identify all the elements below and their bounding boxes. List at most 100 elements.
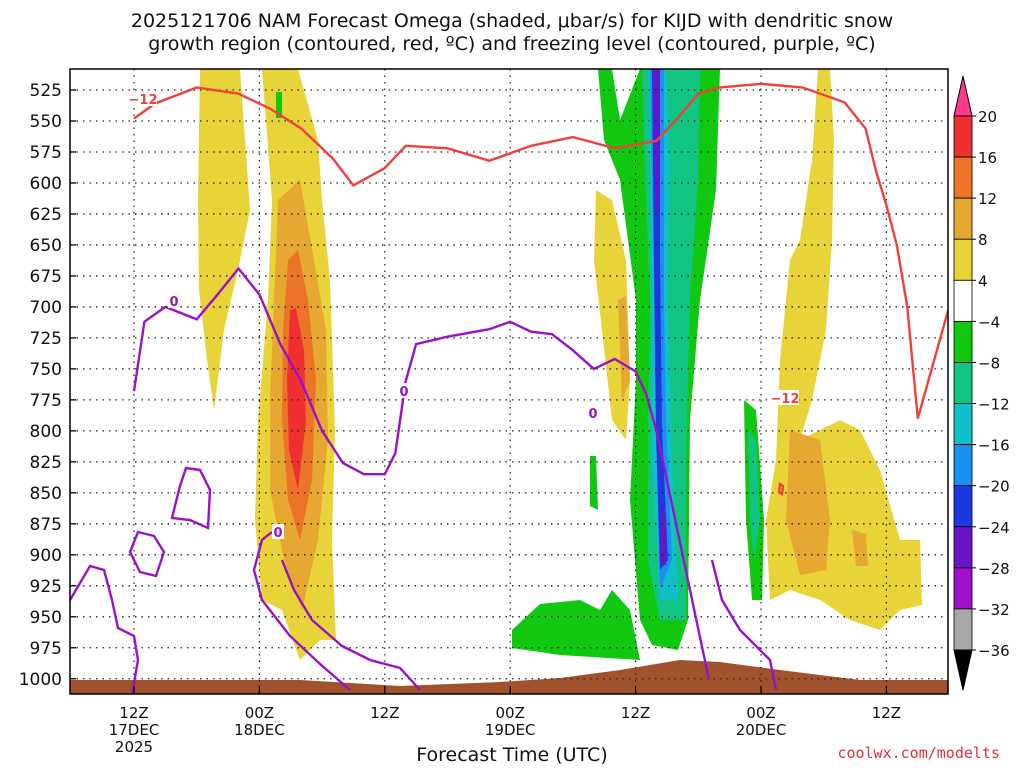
- y-tick-label-800: 800: [30, 422, 62, 442]
- omega-weak-band-left: [198, 69, 250, 410]
- colorbar-box-1: [953, 156, 973, 199]
- y-tick-label-675: 675: [30, 267, 62, 287]
- omega-shading: [198, 69, 922, 660]
- colorbar-box-4: [953, 279, 973, 322]
- contour-label-bg-purple-1: [398, 383, 410, 398]
- omega-descent-low-level: [512, 590, 640, 660]
- colorbar-box-12: [953, 608, 973, 651]
- y-tick-label-600: 600: [30, 174, 62, 194]
- chart-title-line1: 2025121706 NAM Forecast Omega (shaded, μ…: [130, 10, 894, 32]
- colorbar-box-8: [953, 444, 973, 487]
- omega-strong-band-violet: [653, 69, 666, 566]
- contour-freezing-level-0: [132, 266, 710, 680]
- colorbar-box-11: [953, 567, 973, 610]
- y-tick-label-525: 525: [30, 81, 62, 101]
- omega-weak-patch-19dec: [594, 190, 630, 440]
- contour-snow-growth-minus12: [133, 82, 948, 419]
- y-tick-label-550: 550: [30, 112, 62, 132]
- contour-freezing-level-0-branch-lower: [70, 564, 140, 694]
- y-tick-label-650: 650: [30, 236, 62, 256]
- y-tick-label-775: 775: [30, 391, 62, 411]
- x-tick-label-4-0: 12Z: [621, 704, 650, 722]
- terrain-band: [70, 660, 948, 694]
- colorbar-box-3: [953, 238, 973, 281]
- grid-lines: [70, 69, 948, 694]
- y-tick-label-700: 700: [30, 298, 62, 318]
- colorbar-bottom-triangle: [953, 649, 973, 691]
- contour-freezing-level-0-branch-20dec: [710, 559, 778, 691]
- colorbar-top-triangle: [953, 75, 973, 117]
- y-tick-label-750: 750: [30, 360, 62, 380]
- contour-freezing-level-0-branch-18dec: [252, 531, 421, 691]
- omega-weak-band-right-8: [786, 430, 830, 575]
- contour-freezing-level-0-closed-a: [170, 466, 212, 530]
- contour-snow-growth-minus12-closed: [777, 481, 785, 497]
- x-tick-label-6-0: 12Z: [872, 704, 901, 722]
- contour-label-bg-purple-3: [272, 524, 284, 539]
- contour-label-bg-red-0: [129, 91, 157, 106]
- omega-weak-patch-19dec-8: [618, 296, 630, 400]
- colorbar-label-11: −28: [978, 560, 1010, 578]
- contour-label-purple-2: 0: [588, 407, 597, 422]
- colorbar-label-8: −16: [978, 437, 1010, 455]
- y-axis: 525 550 575 600 625 650 675 700 725 750 775 800 825 8…: [19, 81, 76, 690]
- x-tick-label-2-0: 12Z: [370, 704, 399, 722]
- x-tick-label-0-0: 12Z: [119, 704, 148, 722]
- colorbar-label-0: 20: [978, 108, 997, 126]
- contour-label-bg-purple-0: [168, 293, 180, 308]
- x-tick-label-5-1: 20DEC: [736, 721, 787, 739]
- colorbar-label-13: −36: [978, 642, 1010, 660]
- colorbar-label-4: 4: [978, 272, 988, 290]
- x-tick-label-0-2: 2025: [115, 738, 153, 756]
- colorbar-label-1: 16: [978, 149, 997, 167]
- y-tick-label-950: 950: [30, 608, 62, 628]
- x-tick-label-3-0: 00Z: [496, 704, 525, 722]
- omega-descent-19dec-strip: [590, 456, 598, 510]
- contour-label-purple-0: 0: [169, 295, 178, 310]
- plot-frame: [69, 68, 949, 695]
- omega-band-18dec-16: [287, 308, 306, 490]
- credit-text: coolwx.com/modelts: [837, 744, 1000, 762]
- colorbar-box-10: [953, 526, 973, 569]
- y-tick-label-925: 925: [30, 577, 62, 597]
- colorbar-label-10: −24: [978, 519, 1010, 537]
- x-tick-label-5-0: 00Z: [746, 704, 775, 722]
- y-tick-label-975: 975: [30, 639, 62, 659]
- x-tick-label-1-0: 00Z: [245, 704, 274, 722]
- contour-freezing-level-0-closed-b: [128, 530, 166, 578]
- y-tick-label-850: 850: [30, 484, 62, 504]
- colorbar-box-0: [953, 115, 973, 158]
- omega-descent-20dec-teal: [748, 430, 760, 560]
- contour-label-bg-red-1: [771, 390, 799, 405]
- contour-label-purple-1: 0: [399, 385, 408, 400]
- colorbar-label-9: −20: [978, 478, 1010, 496]
- contour-label-purple-3: 0: [273, 526, 282, 541]
- y-tick-label-625: 625: [30, 205, 62, 225]
- y-tick-label-1000: 1000: [19, 670, 62, 690]
- y-tick-label-725: 725: [30, 329, 62, 349]
- colorbar-box-5: [953, 320, 973, 363]
- colorbar-label-5: −4: [978, 313, 1000, 331]
- x-tick-label-3-1: 19DEC: [485, 721, 536, 739]
- omega-descent-left-strip: [276, 92, 282, 118]
- colorbar-box-2: [953, 197, 973, 240]
- chart-title-line2: growth region (contoured, red, ºC) and f…: [148, 33, 876, 55]
- x-tick-label-0-1: 17DEC: [109, 721, 160, 739]
- colorbar-box-9: [953, 485, 973, 528]
- contour-label-bg-purple-2: [587, 405, 599, 420]
- colorbar-label-7: −12: [978, 396, 1010, 414]
- contour-label-red-1: −12: [771, 392, 800, 407]
- y-tick-label-900: 900: [30, 546, 62, 566]
- colorbar: 20 16 12 8 4 −4 −8 −12 −16 −20 −24 −28 −32 −36: [953, 75, 1010, 691]
- x-tick-label-1-1: 18DEC: [234, 721, 285, 739]
- colorbar-box-6: [953, 362, 973, 404]
- colorbar-box-7: [953, 403, 973, 446]
- y-tick-label-875: 875: [30, 515, 62, 535]
- y-tick-label-825: 825: [30, 453, 62, 473]
- colorbar-label-3: 8: [978, 231, 988, 249]
- contour-label-red-0: −12: [129, 93, 158, 108]
- colorbar-label-12: −32: [978, 601, 1010, 619]
- colorbar-label-6: −8: [978, 354, 1000, 372]
